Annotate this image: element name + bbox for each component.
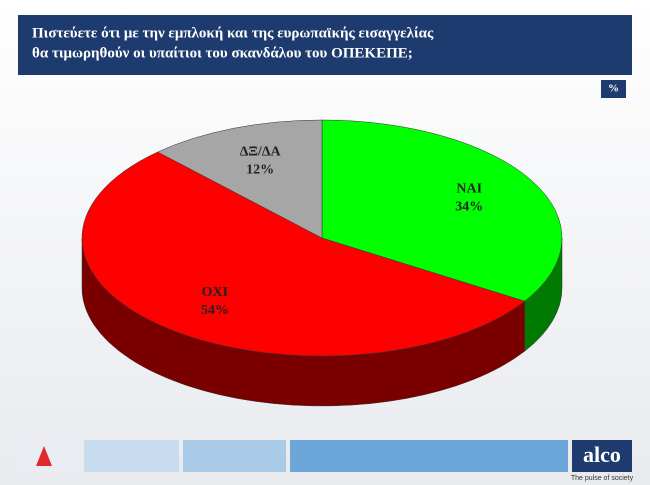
tagline: The pulse of society <box>571 475 634 482</box>
brand-box <box>572 440 632 472</box>
value-label: 54% <box>201 303 229 318</box>
unit-badge <box>601 80 626 98</box>
slice-label: ΝΑΙ <box>456 181 482 196</box>
slice-label: ΟΧΙ <box>202 285 228 300</box>
brand: alco <box>583 442 621 467</box>
title-box <box>18 15 632 75</box>
footer: alco The pulse of society <box>18 440 634 482</box>
pie-slice <box>321 119 563 302</box>
title-line: θα τιμωρηθούν οι υπαίτιοι του σκανδάλου … <box>32 45 413 61</box>
value-label: 12% <box>246 162 274 177</box>
title-line: Πιστεύετε ότι με την εμπλοκή και της ευρ… <box>32 25 434 41</box>
value-label: 34% <box>455 199 483 214</box>
channel-logo <box>36 446 52 466</box>
footer-block <box>183 440 286 472</box>
pie: ΝΑΙ 34% ΟΧΙ 54% ΔΞ/ΔΑ 12% <box>81 119 563 407</box>
unit-label: % <box>608 83 619 95</box>
footer-block <box>84 440 179 472</box>
pie-slice <box>81 151 526 357</box>
footer-block <box>290 440 568 472</box>
pie-slice <box>157 119 323 239</box>
slice-label: ΔΞ/ΔΑ <box>240 144 282 159</box>
